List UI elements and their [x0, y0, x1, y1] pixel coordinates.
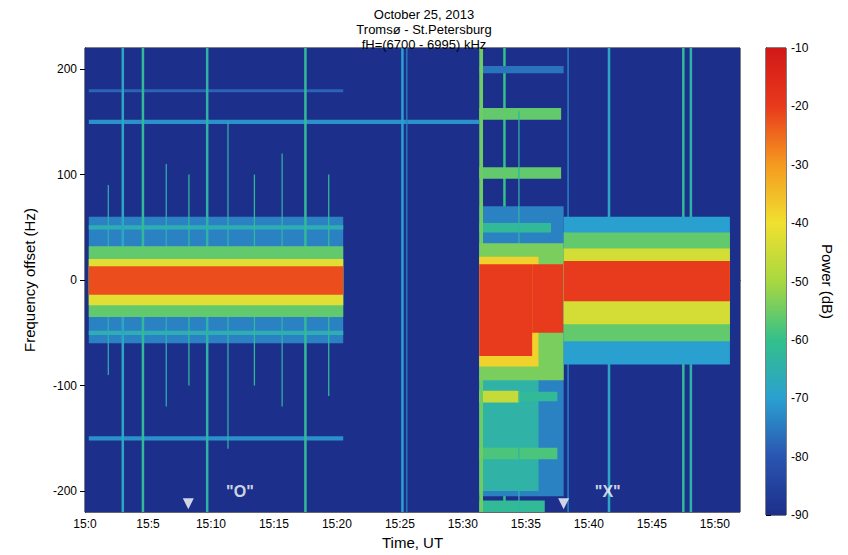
svg-text:15:40: 15:40 [574, 517, 604, 531]
svg-text:15:25: 15:25 [385, 517, 415, 531]
svg-text:-10: -10 [791, 41, 809, 55]
svg-text:-60: -60 [791, 333, 809, 347]
svg-text:Time, UT: Time, UT [382, 534, 443, 551]
svg-text:October 25, 2013: October 25, 2013 [374, 7, 474, 22]
svg-text:-40: -40 [791, 216, 809, 230]
svg-text:0: 0 [70, 273, 77, 287]
svg-text:15:10: 15:10 [196, 517, 226, 531]
svg-text:Power (dB): Power (dB) [819, 244, 836, 319]
svg-text:15:20: 15:20 [322, 517, 352, 531]
svg-text:100: 100 [57, 168, 77, 182]
svg-text:200: 200 [57, 62, 77, 76]
svg-text:-50: -50 [791, 275, 809, 289]
svg-text:-70: -70 [791, 391, 809, 405]
svg-text:-30: -30 [791, 158, 809, 172]
svg-text:15:50: 15:50 [700, 517, 730, 531]
svg-text:15:30: 15:30 [448, 517, 478, 531]
svg-text:Tromsø - St.Petersburg: Tromsø - St.Petersburg [356, 22, 491, 37]
svg-text:-100: -100 [53, 379, 77, 393]
svg-text:"X": "X" [595, 483, 621, 500]
svg-text:Frequency offset (Hz): Frequency offset (Hz) [21, 208, 38, 352]
svg-text:-200: -200 [53, 484, 77, 498]
svg-text:-20: -20 [791, 99, 809, 113]
svg-text:15:5: 15:5 [136, 517, 160, 531]
svg-text:"O": "O" [226, 483, 254, 500]
svg-text:fH=(6700 - 6995) kHz: fH=(6700 - 6995) kHz [362, 37, 487, 52]
svg-text:15:15: 15:15 [259, 517, 289, 531]
svg-text:15:0: 15:0 [73, 517, 97, 531]
svg-text:-80: -80 [791, 450, 809, 464]
svg-text:15:35: 15:35 [511, 517, 541, 531]
svg-text:-90: -90 [791, 508, 809, 522]
svg-text:15:45: 15:45 [637, 517, 667, 531]
